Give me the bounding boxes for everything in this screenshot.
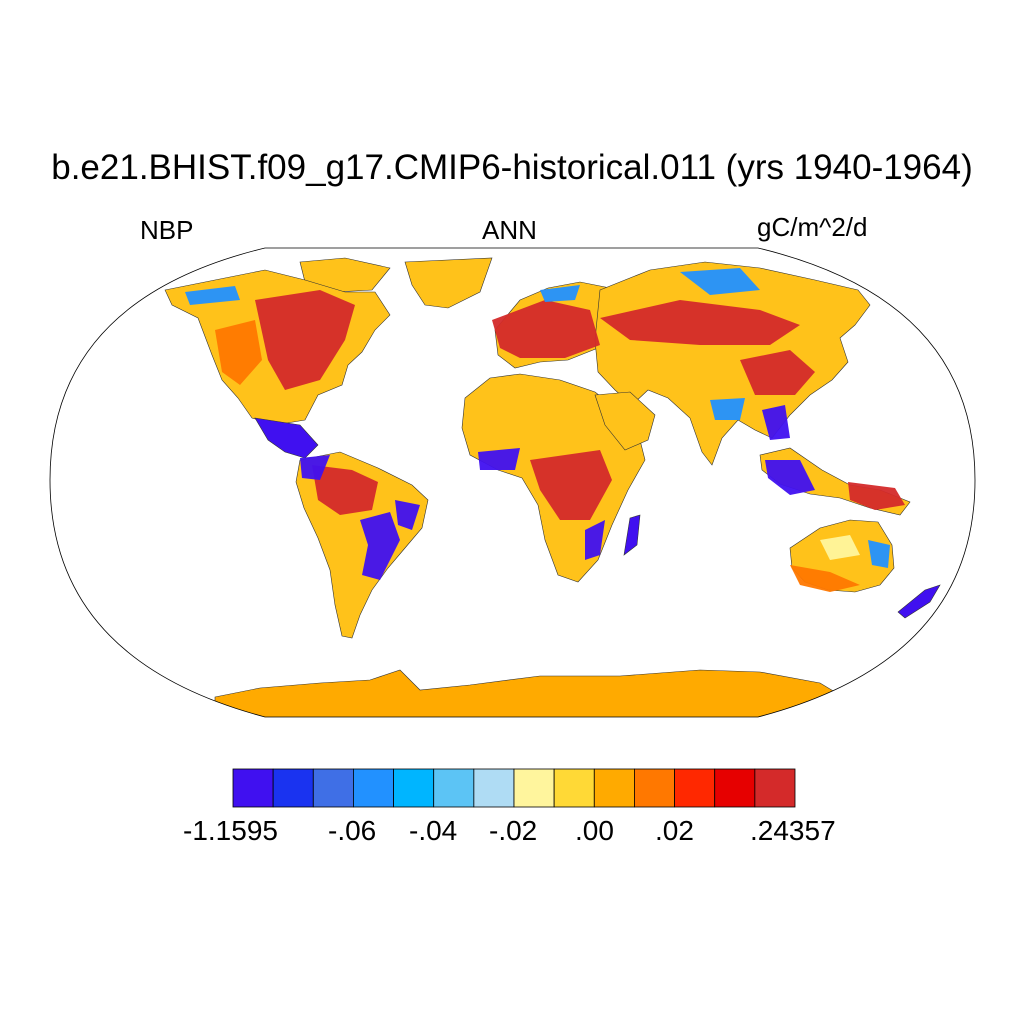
new-zealand (897, 584, 941, 619)
colorbar-box-11 (674, 768, 716, 808)
field-patch-7 (492, 300, 600, 358)
field-patch-11 (740, 350, 815, 395)
colorbar-label-3: -.02 (489, 815, 538, 846)
colorbar-box-13 (754, 768, 796, 808)
colorbar-box-8 (553, 768, 595, 808)
colorbar-label-1: -.06 (328, 815, 377, 846)
season-label: ANN (482, 215, 537, 245)
colorbar-box-5 (433, 768, 475, 808)
colorbar-box-2 (312, 768, 354, 808)
colorbar-label-5: .02 (655, 815, 694, 846)
colorbar-label-0: -1.1595 (183, 815, 278, 846)
field-patch-12 (762, 405, 790, 440)
field-patch-2 (185, 286, 240, 305)
colorbar-label-4: .00 (575, 815, 614, 846)
field-patch-8 (540, 285, 580, 302)
field-patch-16 (585, 520, 605, 560)
field-patch-13 (710, 398, 745, 420)
field-patch-15 (478, 448, 520, 470)
field-patch-21 (820, 535, 860, 560)
arabia (594, 391, 656, 451)
field-patch-6 (395, 500, 420, 530)
colorbar-box-10 (634, 768, 675, 808)
field-patch-1 (215, 320, 262, 385)
field-patch-10 (680, 268, 760, 295)
colorbar-box-7 (513, 768, 555, 808)
map-border (49, 247, 976, 718)
colorbar-box-3 (353, 768, 394, 808)
plot-title: b.e21.BHIST.f09_g17.CMIP6-historical.011… (51, 148, 973, 187)
field-patch-17 (848, 482, 905, 510)
field-patch-4 (300, 455, 330, 480)
colorbar (232, 768, 796, 808)
colorbar-label-2: -.04 (409, 815, 458, 846)
variable-label: NBP (140, 215, 194, 245)
colorbar-box-9 (593, 768, 635, 808)
field-patch-14 (530, 450, 612, 520)
colorbar-box-0 (232, 768, 274, 808)
field-patch-18 (765, 460, 815, 495)
units-label: gC/m^2/d (757, 212, 868, 242)
colorbar-label-6: .24357 (750, 815, 836, 846)
greenland (404, 257, 493, 309)
field-patch-19 (790, 565, 860, 592)
field-patch-20 (868, 540, 890, 568)
colorbar-box-6 (473, 768, 515, 808)
field-patch-5 (360, 512, 400, 580)
colorbar-box-4 (393, 768, 435, 808)
field-patch-0 (255, 290, 355, 390)
field-patch-3 (312, 465, 378, 515)
colorbar-box-12 (714, 768, 756, 808)
field-patch-9 (600, 300, 800, 345)
madagascar (623, 514, 641, 556)
colorbar-box-1 (272, 768, 314, 808)
